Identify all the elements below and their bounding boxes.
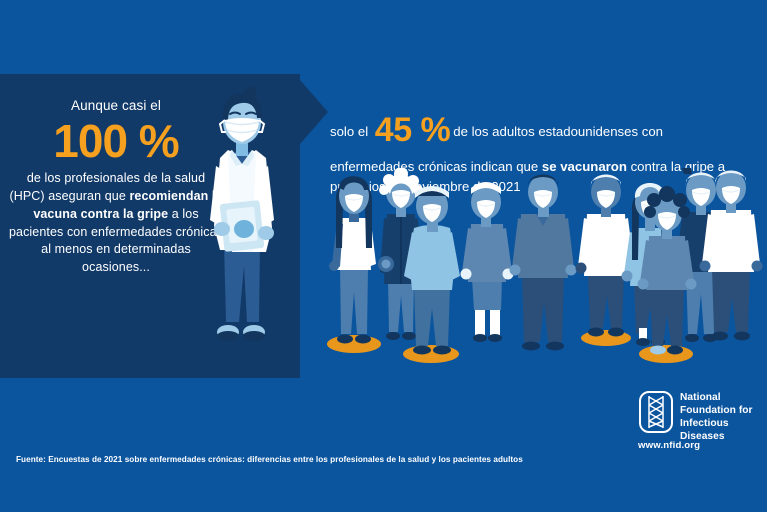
logo-name-line-3: Infectious: [680, 417, 729, 429]
left-tail-part-2: a los pacientes con enfermedades crónica…: [8, 206, 224, 275]
right-big-stat: 45 %: [374, 111, 451, 149]
logo-name-line-2: Foundation for: [680, 404, 753, 416]
dna-helix-icon: [638, 390, 674, 434]
left-stat-text-block: Aunque casi el 100 % de los profesionale…: [8, 96, 224, 277]
nfid-logo-wordmark: National Foundation for Infectious Disea…: [680, 392, 753, 443]
right-body-part-1: de los adultos estadounidenses con enfer…: [330, 124, 663, 174]
footer-source-text: Fuente: Encuestas de 2021 sobre enfermed…: [16, 455, 523, 464]
right-body-highlight: se vacunaron: [541, 158, 627, 174]
nfid-logo[interactable]: National Foundation for Infectious Disea…: [638, 390, 763, 462]
right-lead-text: solo el: [330, 124, 372, 139]
logo-name-line-1: National: [680, 392, 721, 403]
panel-arrow-icon: [300, 80, 328, 144]
clinician-illustration: [186, 86, 298, 366]
nfid-url-link[interactable]: www.nfid.org: [638, 440, 701, 451]
left-tail-highlight: recomiendan la vacuna contra la gripe: [33, 189, 223, 221]
left-tail-text: de los profesionales de la salud (HPC) a…: [8, 170, 224, 277]
left-tail-part-1: de los profesionales de la salud (HPC) a…: [9, 171, 206, 204]
crowd-illustration: [318, 168, 767, 363]
logo-name-line-4: Diseases: [680, 430, 725, 442]
left-lead-text: Aunque casi el: [71, 98, 161, 113]
left-big-stat: 100 %: [53, 115, 179, 168]
